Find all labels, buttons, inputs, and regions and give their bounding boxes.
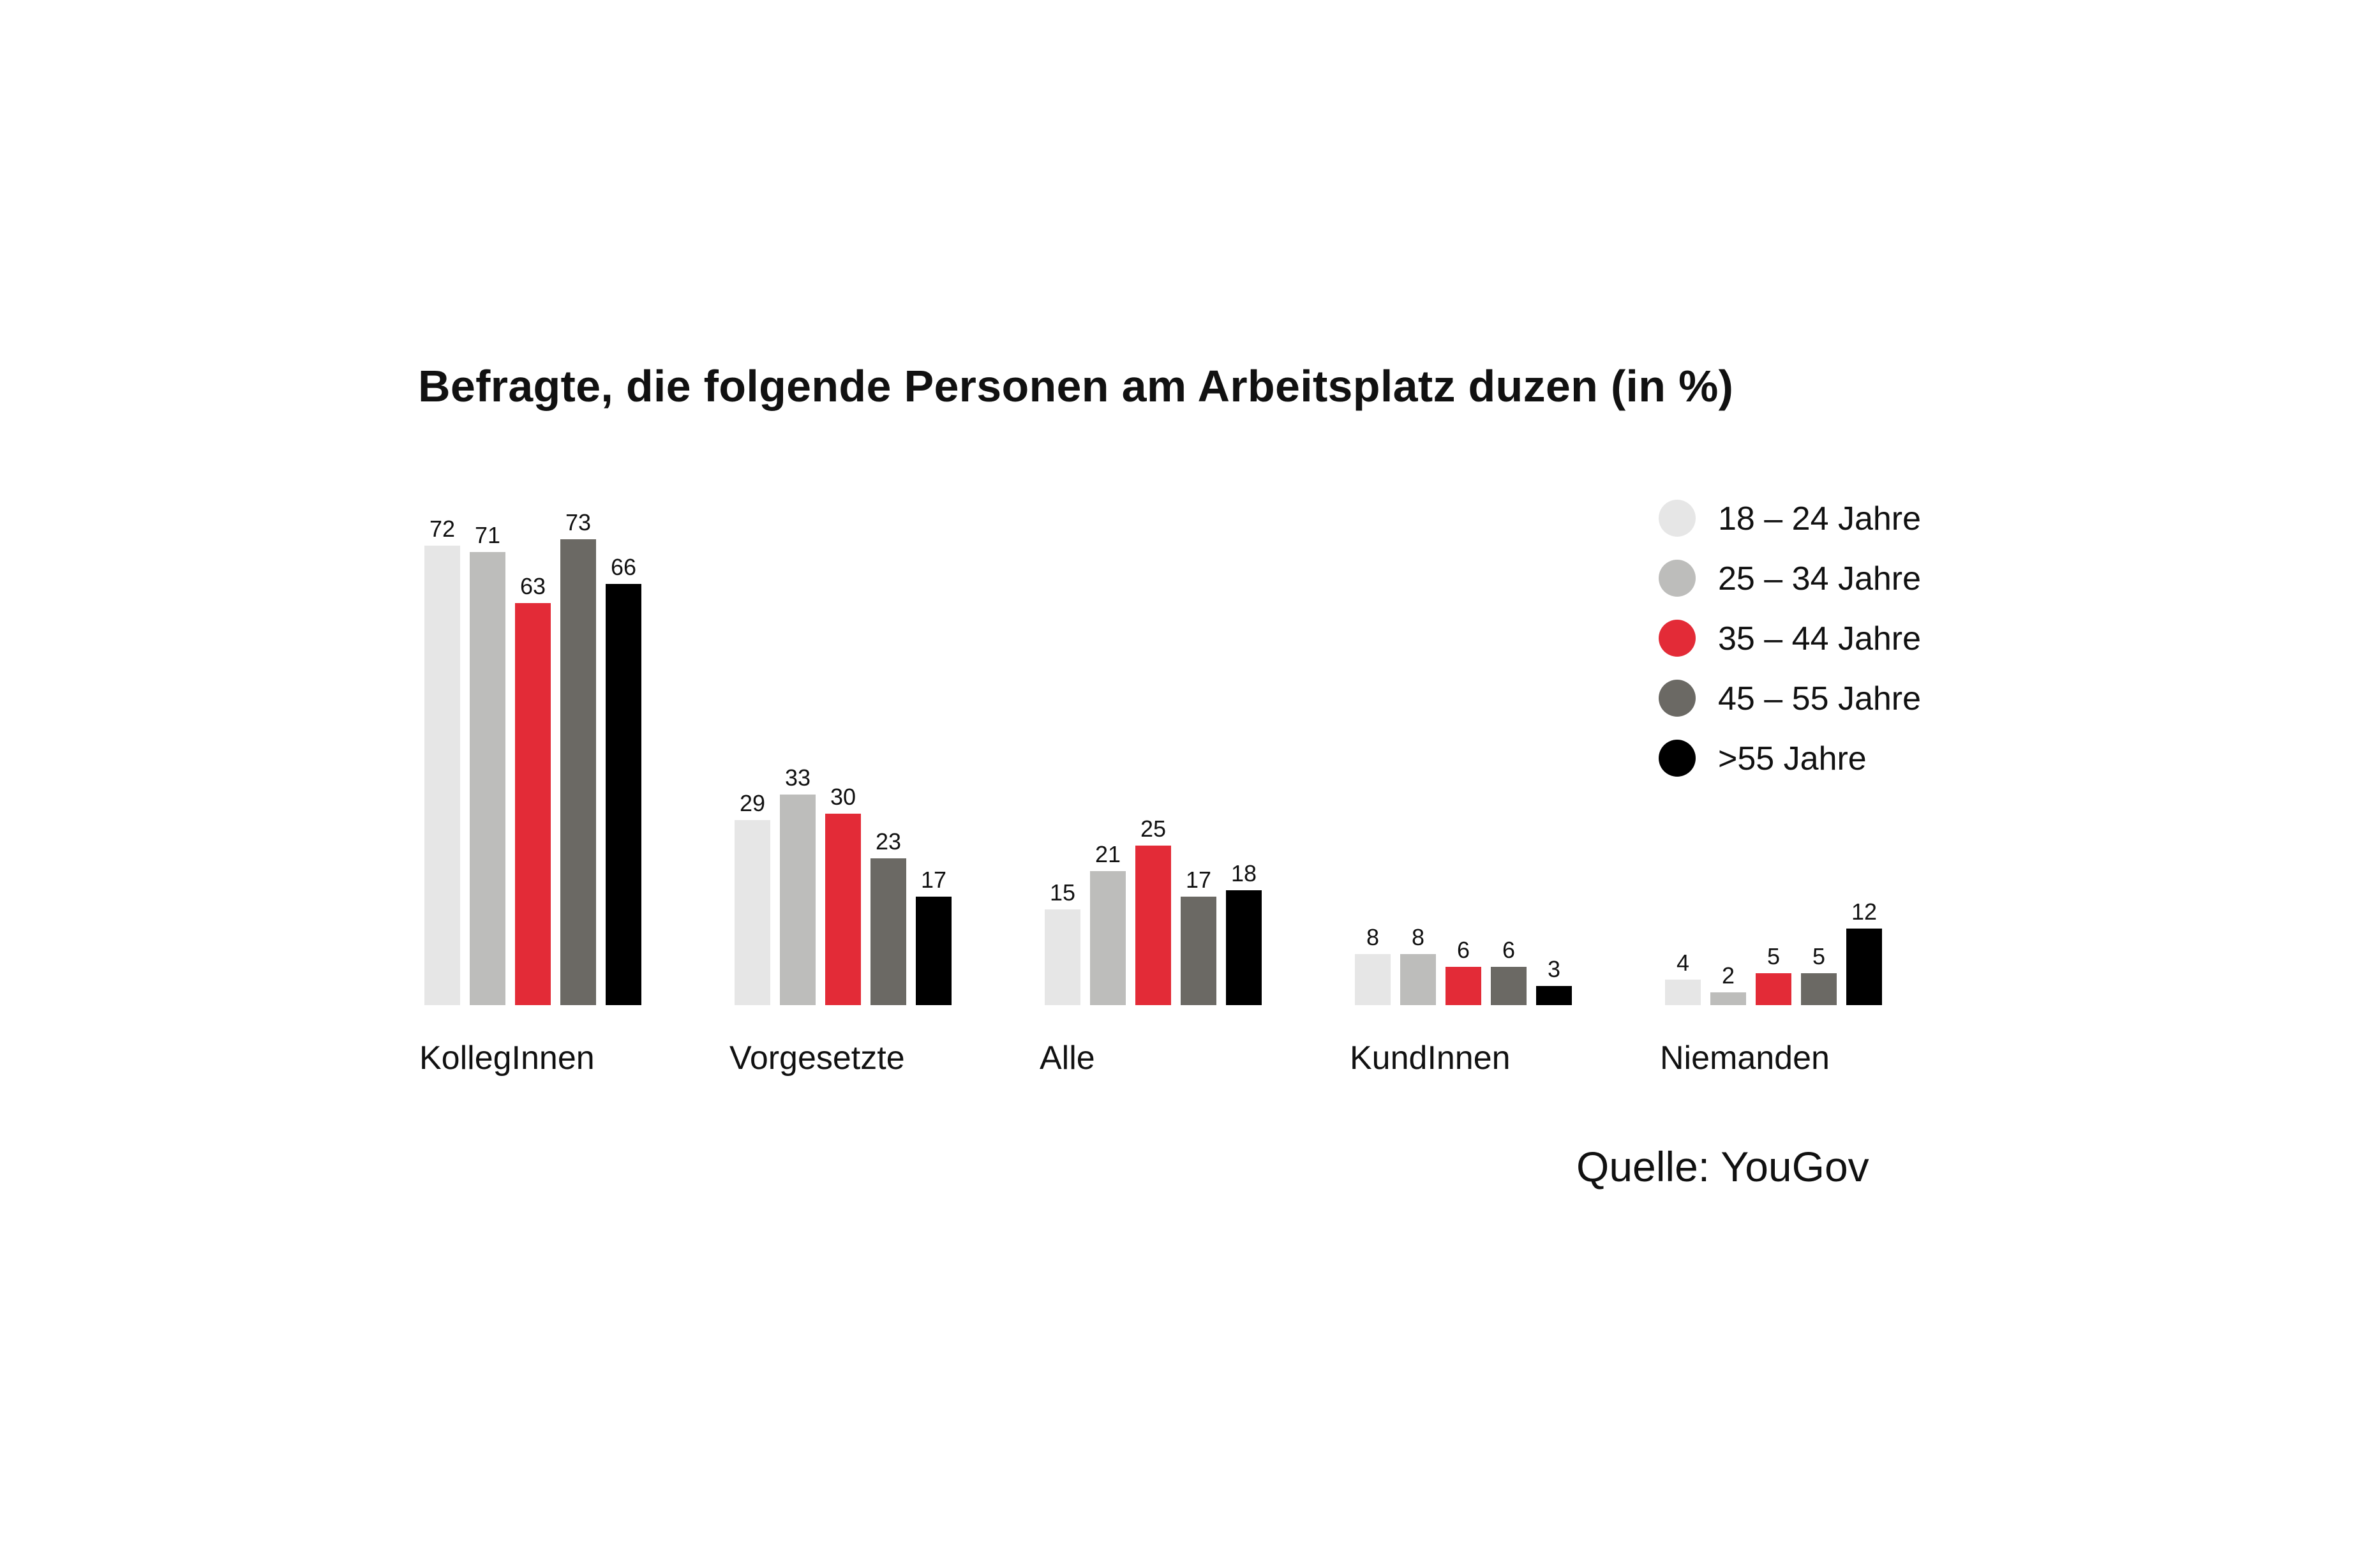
value-label: 33: [785, 765, 810, 791]
value-label: 30: [830, 784, 856, 810]
legend-swatch: [1659, 620, 1696, 657]
category-label: KundInnen: [1350, 1040, 1511, 1077]
value-label: 5: [1767, 943, 1780, 969]
value-label: 72: [430, 516, 455, 542]
value-label: 3: [1548, 956, 1560, 982]
value-label: 71: [475, 522, 500, 548]
bar-kolleginnen-series-2: [470, 552, 505, 1005]
bar-niemanden-series-1: [1665, 980, 1701, 1005]
value-label: 4: [1677, 950, 1689, 976]
bar-kolleginnen-series-4: [560, 539, 596, 1005]
category-label: Alle: [1040, 1040, 1095, 1077]
value-label: 23: [876, 828, 901, 855]
value-label: 8: [1366, 924, 1379, 950]
bar-niemanden-series-5: [1846, 929, 1882, 1005]
bar-kundinnen-series-3: [1445, 967, 1481, 1005]
value-label: 17: [1186, 867, 1211, 893]
bar-alle-series-1: [1045, 909, 1080, 1005]
legend-label: >55 Jahre: [1718, 740, 1867, 777]
bar-alle-series-5: [1226, 890, 1262, 1005]
value-label: 15: [1050, 879, 1075, 906]
legend-swatch: [1659, 740, 1696, 777]
value-label: 6: [1457, 937, 1470, 963]
legend-swatch: [1659, 560, 1696, 597]
value-label: 73: [565, 509, 591, 535]
chart-title: Befragte, die folgende Personen am Arbei…: [418, 361, 1734, 411]
bar-kundinnen-series-4: [1491, 967, 1527, 1005]
category-label: Vorgesetzte: [729, 1040, 905, 1077]
bar-kundinnen-series-2: [1400, 954, 1436, 1005]
bar-kundinnen-series-1: [1355, 954, 1391, 1005]
legend-label: 45 – 55 Jahre: [1718, 680, 1921, 717]
value-label: 18: [1231, 860, 1257, 886]
bar-niemanden-series-3: [1756, 973, 1791, 1005]
category-label: KollegInnen: [419, 1040, 595, 1077]
bar-vorgesetzte-series-4: [870, 858, 906, 1005]
bar-kundinnen-series-5: [1536, 986, 1572, 1005]
bar-vorgesetzte-series-1: [735, 820, 770, 1005]
bar-niemanden-series-2: [1710, 992, 1746, 1005]
bar-alle-series-2: [1090, 871, 1126, 1005]
value-label: 5: [1812, 943, 1825, 969]
bar-vorgesetzte-series-5: [916, 897, 952, 1005]
bar-kolleginnen-series-1: [424, 546, 460, 1005]
value-label: 29: [740, 790, 765, 816]
bar-kolleginnen-series-5: [606, 584, 641, 1005]
value-label: 25: [1140, 816, 1166, 842]
value-label: 66: [611, 554, 636, 580]
value-label: 6: [1502, 937, 1515, 963]
bar-vorgesetzte-series-3: [825, 814, 861, 1005]
bar-kolleginnen-series-3: [515, 603, 551, 1005]
value-label: 63: [520, 573, 546, 599]
value-label: 17: [921, 867, 946, 893]
category-label: Niemanden: [1660, 1040, 1830, 1077]
bar-niemanden-series-4: [1801, 973, 1837, 1005]
value-label: 21: [1095, 841, 1121, 867]
value-label: 2: [1722, 962, 1735, 989]
legend-swatch: [1659, 680, 1696, 717]
value-label: 12: [1851, 899, 1877, 925]
bar-vorgesetzte-series-2: [780, 795, 816, 1005]
legend-label: 18 – 24 Jahre: [1718, 500, 1921, 537]
source-note: Quelle: YouGov: [1576, 1143, 1869, 1190]
bar-alle-series-3: [1135, 846, 1171, 1005]
value-label: 8: [1412, 924, 1424, 950]
legend-label: 25 – 34 Jahre: [1718, 560, 1921, 597]
legend-swatch: [1659, 500, 1696, 537]
legend-label: 35 – 44 Jahre: [1718, 620, 1921, 657]
bar-alle-series-4: [1181, 897, 1216, 1005]
